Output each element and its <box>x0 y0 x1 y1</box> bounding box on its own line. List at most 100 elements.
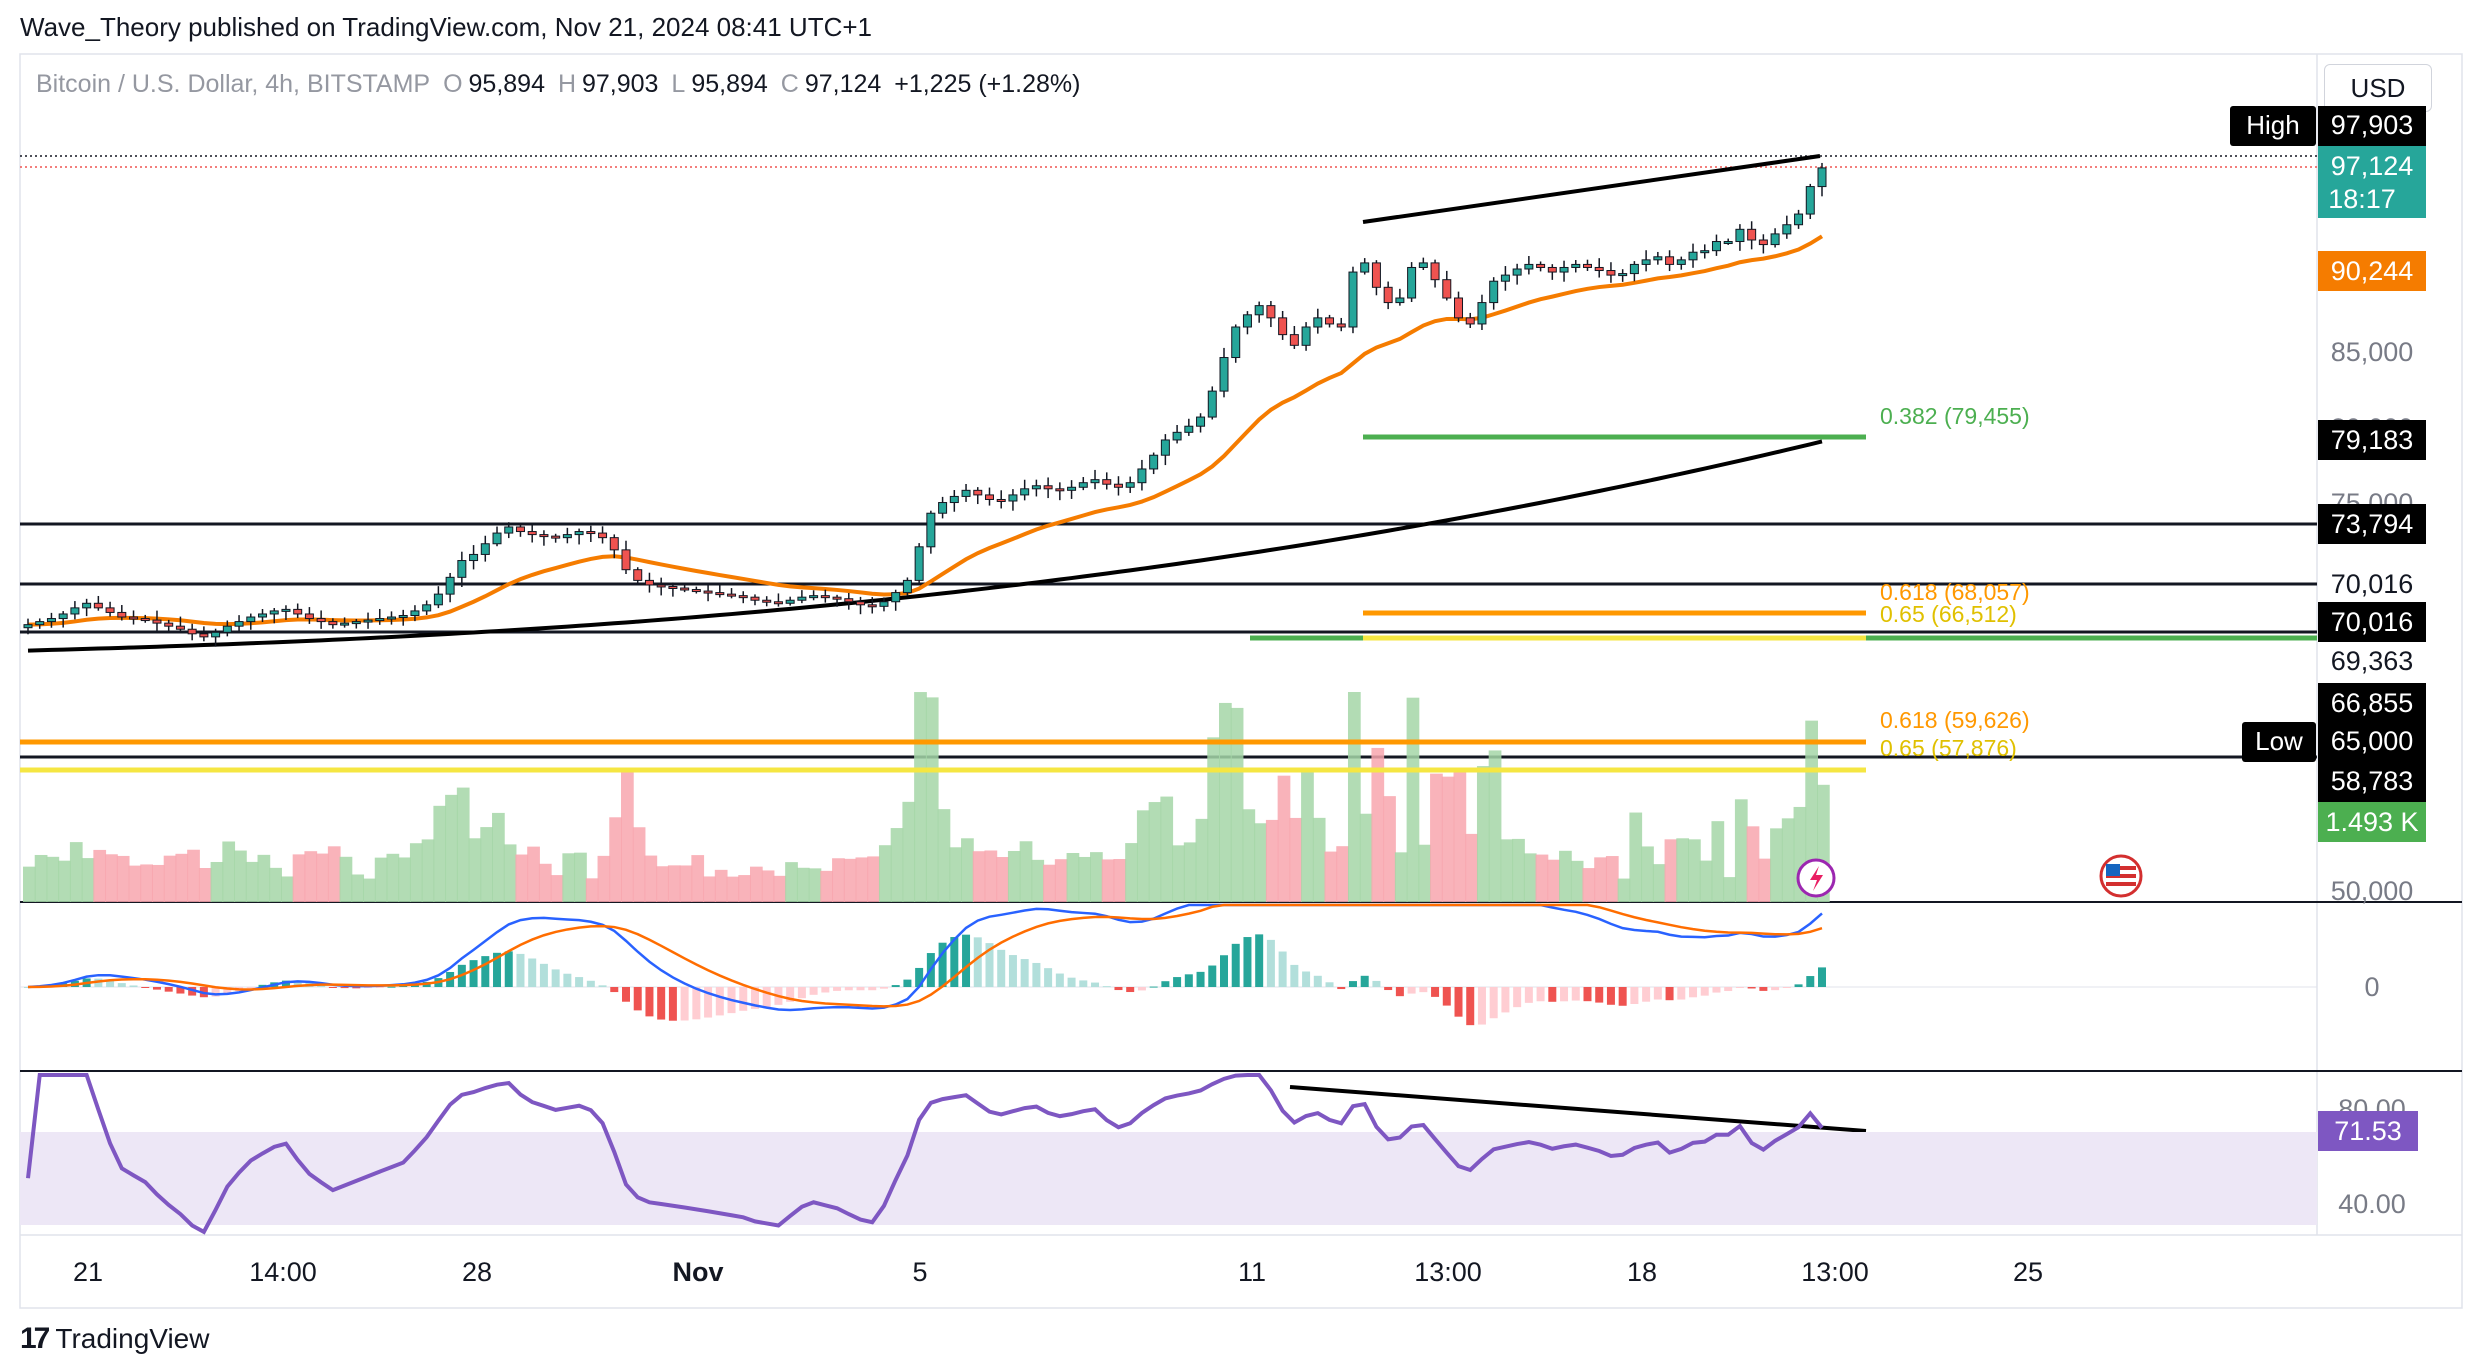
volume-bar <box>339 856 353 902</box>
volume-bar <box>1617 878 1631 902</box>
volume-bar <box>1324 851 1338 902</box>
candle-body <box>199 633 209 638</box>
volume-bar <box>46 856 60 902</box>
macd-histogram-bar <box>528 958 537 987</box>
candle-body <box>340 622 350 626</box>
volume-bar <box>808 868 822 902</box>
macd-histogram-bar <box>1126 987 1135 993</box>
ema-value-box <box>2318 251 2426 291</box>
candle-body <box>1219 357 1229 392</box>
time-tick-nov: Nov <box>672 1257 723 1287</box>
candle-body <box>1794 213 1804 226</box>
low-tag-box <box>2242 722 2316 762</box>
volume-bar <box>574 852 587 902</box>
volume-bar <box>1535 854 1549 902</box>
volume-bar <box>820 870 834 902</box>
volume-bar <box>1394 852 1408 902</box>
fib-065b-label: 0.65 (57,876) <box>1880 735 2017 761</box>
candle-body <box>269 610 279 615</box>
volume-bar <box>1207 737 1220 902</box>
time-tick-25: 25 <box>2013 1257 2043 1287</box>
candle-body <box>703 590 713 594</box>
chart-frame <box>19 53 2463 1309</box>
volume-bar <box>128 865 142 902</box>
macd-histogram-bar <box>868 987 877 991</box>
macd-zero-label: 0 <box>2364 972 2379 1002</box>
volume-bar <box>1113 858 1127 902</box>
macd-histogram-bar <box>903 979 912 987</box>
macd-histogram-bar <box>1302 971 1311 987</box>
fib-0618a-label: 0.618 (68,057) <box>1880 579 2030 605</box>
macd-histogram-bar <box>1044 968 1053 987</box>
last-price-box <box>2318 146 2426 218</box>
volume-bar <box>1054 859 1068 902</box>
volume-bar <box>1136 810 1150 902</box>
fib-0382-label: 0.382 (79,455) <box>1880 403 2030 429</box>
candle-body <box>621 549 631 571</box>
volume-bar <box>1242 809 1256 902</box>
macd-histogram-bar <box>1196 971 1205 987</box>
macd-histogram-bar <box>1466 987 1475 1026</box>
candle-body <box>175 625 185 630</box>
macd-histogram-bar <box>504 951 513 987</box>
currency-button[interactable]: USD <box>2324 64 2432 112</box>
candle-body <box>58 613 68 620</box>
volume-bar <box>1125 843 1138 902</box>
time-axis[interactable]: 21 14:00 28 Nov 5 11 13:00 18 13:00 25 <box>73 1257 2043 1287</box>
macd-histogram-bar <box>1337 987 1346 990</box>
candle-body <box>984 494 994 500</box>
macd-histogram-bar <box>1008 955 1017 987</box>
level-66855-box <box>2318 683 2426 723</box>
volume-bar <box>1676 838 1690 902</box>
macd-histogram-bar <box>833 987 842 991</box>
candle-body <box>1418 262 1428 268</box>
volume-bar <box>796 867 810 902</box>
macd-histogram-bar <box>1524 987 1533 1003</box>
tradingview-logo-icon: 17 <box>20 1322 50 1355</box>
volume-bar <box>1688 839 1701 902</box>
volume-bar <box>1019 841 1033 902</box>
volume-bar <box>409 843 423 902</box>
candle-body <box>1090 479 1100 484</box>
volume-bar <box>1723 877 1736 902</box>
macd-histogram-bar <box>1161 981 1170 987</box>
volume-bar <box>269 867 282 902</box>
candle-body <box>539 534 549 538</box>
tick-70016: 70,016 <box>2331 569 2414 599</box>
macd-histogram-bar <box>1431 987 1440 997</box>
candle-body <box>1254 305 1264 316</box>
volume-bar <box>1383 796 1396 902</box>
macd-histogram-bar <box>1020 959 1029 987</box>
volume-bar <box>949 847 963 902</box>
ema-50-line <box>27 234 1824 627</box>
volume-bar <box>1219 702 1232 902</box>
publisher-header: Wave_Theory published on TradingView.com… <box>20 12 872 42</box>
macd-histogram-bar <box>493 952 502 987</box>
level-73794-box <box>2318 504 2426 544</box>
ema-200-line <box>27 439 1823 653</box>
macd-histogram-bar <box>1642 987 1651 1002</box>
macd-histogram-bar <box>1560 987 1569 1002</box>
candle-body <box>1160 439 1170 456</box>
candle-body <box>1665 256 1675 265</box>
candle-body <box>668 585 678 589</box>
tradingview-brand[interactable]: 17 TradingView <box>20 1322 209 1356</box>
lightning-icon[interactable] <box>1796 858 1836 898</box>
volume-bar <box>1641 846 1654 902</box>
us-flag-icon[interactable] <box>2099 854 2143 898</box>
macd-histogram-bar <box>633 987 642 1011</box>
volume-bar <box>644 855 658 902</box>
brand-label: TradingView <box>55 1323 210 1354</box>
price-scale[interactable]: High 97,903 97,124 18:17 90,244 85,000 8… <box>2230 106 2426 1219</box>
volume-bar <box>1406 697 1420 902</box>
close-label: C <box>780 70 799 98</box>
volume-bar <box>386 853 400 902</box>
volume-bar <box>34 854 48 902</box>
volume-bar <box>234 850 247 902</box>
macd-histogram-bar <box>1032 962 1041 987</box>
candle-body <box>1454 297 1464 319</box>
candle-body <box>398 614 408 618</box>
candle-body <box>527 531 537 536</box>
volume-bar <box>714 869 728 902</box>
